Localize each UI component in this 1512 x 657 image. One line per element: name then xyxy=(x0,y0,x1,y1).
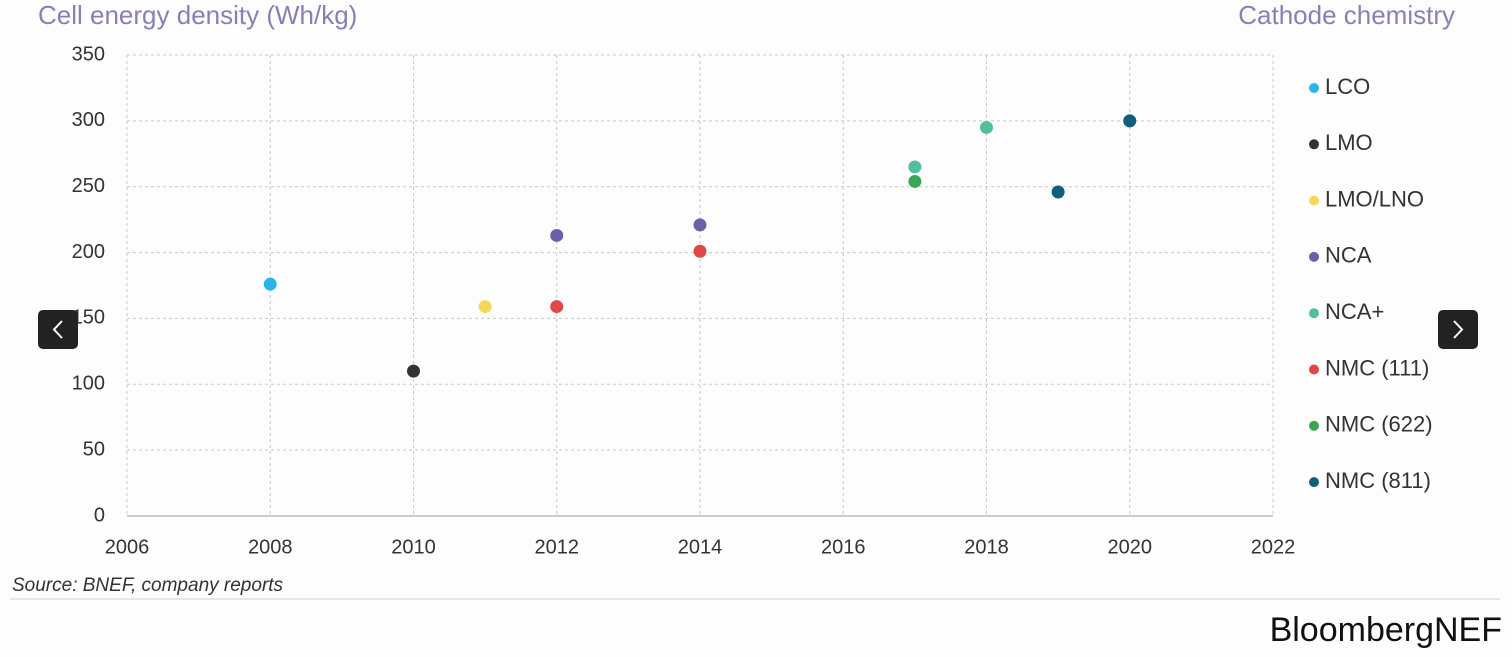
legend-marker xyxy=(1309,477,1319,488)
x-tick-label: 2006 xyxy=(105,536,150,558)
legend-title: Cathode chemistry xyxy=(1238,0,1455,30)
source-note: Source: BNEF, company reports xyxy=(12,575,284,596)
legend-label: NMC (811) xyxy=(1325,468,1431,493)
legend-label: LCO xyxy=(1325,74,1370,99)
data-point xyxy=(1051,185,1065,199)
data-point xyxy=(263,277,277,291)
x-tick-label: 2020 xyxy=(1108,536,1153,558)
data-point xyxy=(550,228,564,242)
next-button[interactable] xyxy=(1438,310,1478,349)
prev-button[interactable] xyxy=(38,310,78,349)
data-point xyxy=(550,300,564,314)
y-tick-label: 250 xyxy=(72,175,105,197)
x-tick-label: 2016 xyxy=(821,536,866,558)
next-icon[interactable] xyxy=(1453,320,1464,339)
data-point xyxy=(908,160,922,174)
y-axis-title: Cell energy density (Wh/kg) xyxy=(38,0,357,30)
legend-label: NMC (111) xyxy=(1325,355,1429,380)
legend-label: NCA+ xyxy=(1325,299,1384,324)
brand: BloombergNEF xyxy=(1270,611,1502,649)
legend-marker xyxy=(1309,420,1319,431)
legend-label: NMC (622) xyxy=(1325,412,1433,437)
prev-icon[interactable] xyxy=(52,320,63,339)
legend-label: LMO xyxy=(1325,130,1373,155)
data-point xyxy=(693,244,707,258)
legend-marker xyxy=(1309,364,1319,375)
legend-label: LMO/LNO xyxy=(1325,186,1424,211)
y-tick-label: 150 xyxy=(72,307,105,329)
data-point xyxy=(908,174,922,188)
data-point xyxy=(407,364,420,378)
data-point xyxy=(1123,114,1137,128)
y-tick-label: 300 xyxy=(72,109,105,131)
y-tick-label: 200 xyxy=(72,241,105,263)
prev-button-bg[interactable] xyxy=(38,310,78,349)
x-tick-label: 2010 xyxy=(391,536,436,558)
y-tick-label: 50 xyxy=(83,438,105,460)
legend-marker xyxy=(1309,195,1319,206)
x-tick-label: 2008 xyxy=(248,536,293,558)
x-tick-label: 2014 xyxy=(678,536,723,558)
data-point xyxy=(478,300,492,314)
y-tick-label: 100 xyxy=(72,373,105,395)
next-button-bg[interactable] xyxy=(1438,310,1478,349)
x-tick-label: 2018 xyxy=(964,536,1009,558)
legend-marker xyxy=(1309,139,1319,150)
x-tick-label: 2022 xyxy=(1251,536,1296,558)
x-tick-label: 2012 xyxy=(535,536,580,558)
legend-label: NCA xyxy=(1325,243,1372,268)
y-tick-label: 0 xyxy=(94,504,105,526)
y-tick-label: 350 xyxy=(72,43,105,65)
legend-marker xyxy=(1309,251,1319,262)
legend-marker xyxy=(1309,308,1319,319)
data-point xyxy=(980,120,993,134)
legend-marker xyxy=(1309,83,1319,93)
data-point xyxy=(693,218,707,232)
